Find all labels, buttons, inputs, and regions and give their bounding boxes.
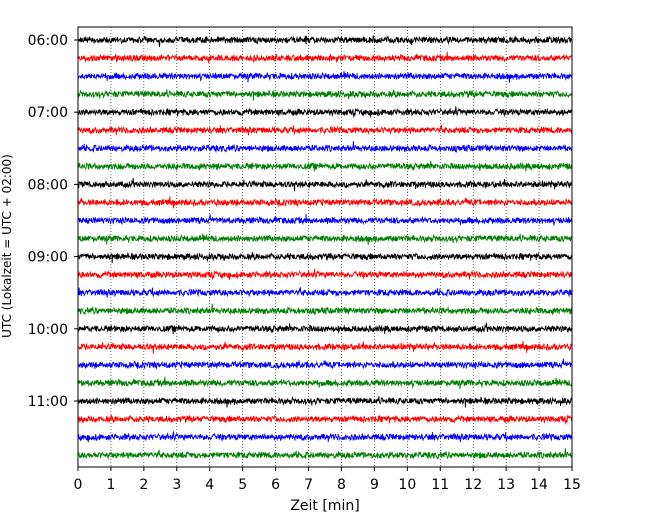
trace-0600 (77, 34, 573, 47)
trace-0945 (77, 303, 573, 316)
x-tick-label-15: 15 (563, 477, 581, 493)
trace-0645 (77, 89, 573, 101)
trace-0730 (77, 141, 573, 154)
x-tick-label-0: 0 (74, 477, 83, 493)
trace-0615 (77, 51, 573, 64)
x-tick-label-2: 2 (139, 477, 148, 493)
trace-0815 (77, 196, 573, 209)
trace-0745 (77, 160, 573, 172)
seismic-traces (77, 34, 573, 460)
y-axis-label: UTC (Lokalzeit = UTC + 02:00) (0, 154, 14, 338)
trace-1130 (77, 431, 573, 443)
x-tick-label-7: 7 (304, 477, 313, 493)
x-tick-label-8: 8 (337, 477, 346, 493)
x-tick-label-4: 4 (205, 477, 214, 493)
y-tick-label-5: 11:00 (28, 394, 68, 410)
x-tick-label-9: 9 (370, 477, 379, 493)
trace-1015 (77, 340, 573, 354)
plot-frame (77, 26, 573, 468)
x-axis-label: Zeit [min] (290, 498, 359, 514)
trace-0915 (77, 268, 573, 281)
y-tick-label-2: 08:00 (28, 177, 68, 193)
trace-1100 (77, 396, 573, 408)
trace-0845 (77, 233, 573, 246)
y-tick-label-0: 06:00 (28, 33, 68, 49)
trace-0800 (77, 178, 573, 192)
trace-1145 (77, 448, 573, 460)
y-tick-label-1: 07:00 (28, 105, 68, 121)
trace-0930 (77, 287, 573, 298)
x-tick-label-3: 3 (172, 477, 181, 493)
trace-0700 (77, 106, 573, 119)
trace-1045 (77, 376, 573, 390)
x-tick-label-14: 14 (530, 477, 548, 493)
trace-0900 (77, 252, 572, 264)
grid-lines (110, 27, 540, 467)
x-tick-label-10: 10 (398, 477, 416, 493)
x-tick-label-6: 6 (271, 477, 280, 493)
y-tick-label-4: 10:00 (28, 322, 68, 338)
x-tick-label-5: 5 (238, 477, 247, 493)
x-tick-label-11: 11 (431, 477, 449, 493)
x-tick-label-13: 13 (497, 477, 515, 493)
trace-0630 (77, 71, 573, 83)
x-axis: 0 1 2 3 4 5 6 7 8 9 10 11 12 13 14 15 (74, 467, 581, 493)
y-tick-label-3: 09:00 (28, 250, 68, 266)
trace-0715 (77, 124, 573, 136)
trace-1000 (77, 322, 573, 334)
trace-0830 (77, 214, 573, 227)
trace-1115 (77, 414, 573, 425)
x-tick-label-1: 1 (106, 477, 115, 493)
y-axis: 06:00 07:00 08:00 09:00 10:00 11:00 (28, 33, 78, 410)
x-tick-label-12: 12 (464, 477, 482, 493)
trace-1030 (77, 358, 573, 370)
